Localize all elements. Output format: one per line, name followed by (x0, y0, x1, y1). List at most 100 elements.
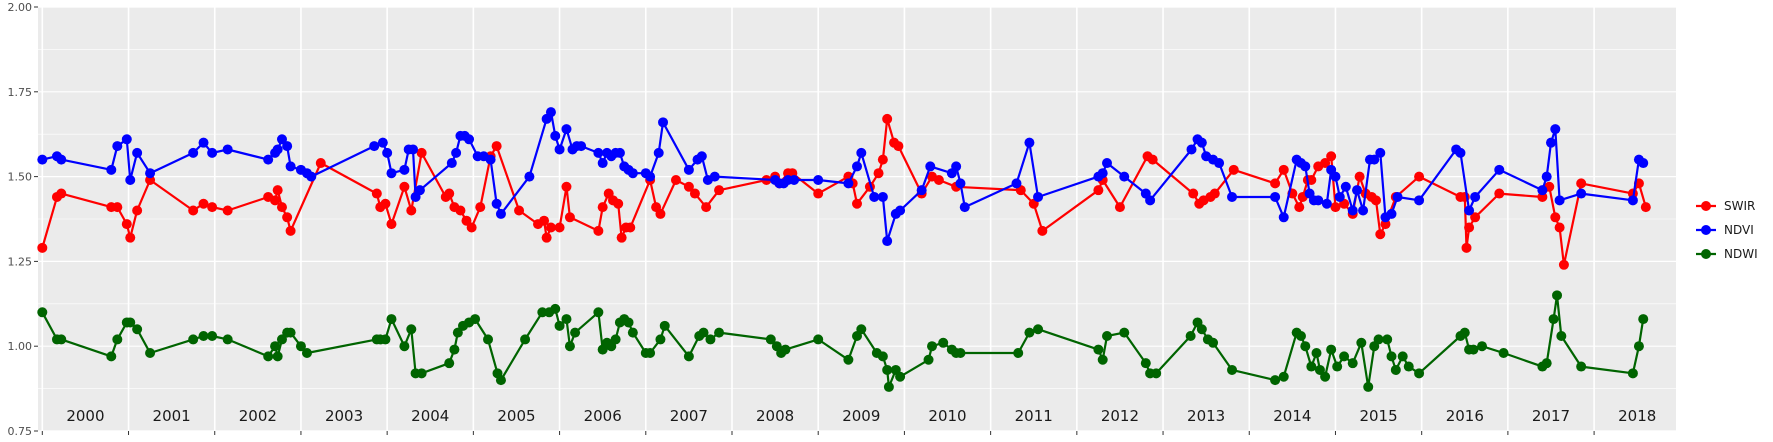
data-point (1468, 344, 1479, 355)
data-point (132, 205, 143, 216)
data-point (541, 232, 552, 243)
data-point (670, 174, 681, 185)
data-point (37, 242, 48, 253)
data-point (1455, 147, 1466, 158)
data-point (545, 107, 556, 118)
data-point (813, 334, 824, 345)
data-point (877, 154, 888, 165)
data-point (37, 154, 48, 165)
year-label: 2013 (1187, 407, 1225, 425)
data-point (554, 144, 565, 155)
data-point (645, 171, 656, 182)
data-point (121, 134, 132, 145)
data-point (698, 327, 709, 338)
data-point (475, 202, 486, 213)
data-point (282, 141, 293, 152)
data-point (554, 320, 565, 331)
data-point (593, 307, 604, 318)
data-point (564, 341, 575, 352)
year-label: 2009 (842, 407, 880, 425)
data-point (263, 351, 274, 362)
data-point (658, 117, 669, 128)
data-point (451, 147, 462, 158)
year-label: 2018 (1618, 407, 1656, 425)
data-point (408, 144, 419, 155)
data-point (689, 188, 700, 199)
data-point (1375, 229, 1386, 240)
data-point (1576, 361, 1587, 372)
data-point (955, 347, 966, 358)
data-point (1151, 368, 1162, 379)
data-point (524, 171, 535, 182)
data-point (1633, 341, 1644, 352)
year-label: 2005 (497, 407, 535, 425)
data-point (570, 327, 581, 338)
data-point (270, 195, 281, 206)
data-point (1300, 161, 1311, 172)
data-point (1093, 185, 1104, 196)
data-point (145, 347, 156, 358)
data-point (444, 358, 455, 369)
data-point (1228, 164, 1239, 175)
data-point (714, 327, 725, 338)
data-point (1494, 188, 1505, 199)
data-point (1358, 205, 1369, 216)
data-point (1392, 191, 1403, 202)
data-point (1541, 171, 1552, 182)
legend-key-point (1701, 225, 1711, 235)
data-point (1185, 331, 1196, 342)
data-point (382, 147, 393, 158)
data-point (1464, 222, 1475, 233)
data-point (106, 164, 117, 175)
data-point (1119, 171, 1130, 182)
data-point (399, 164, 410, 175)
data-point (1414, 368, 1425, 379)
data-point (1037, 225, 1048, 236)
data-point (625, 222, 636, 233)
year-label: 2001 (153, 407, 191, 425)
data-point (714, 185, 725, 196)
year-label: 2011 (1015, 407, 1053, 425)
data-point (1208, 337, 1219, 348)
data-point (655, 334, 666, 345)
data-point (1638, 158, 1649, 169)
data-point (272, 144, 283, 155)
year-label: 2015 (1359, 407, 1397, 425)
data-point (188, 147, 199, 158)
data-point (491, 141, 502, 152)
data-point (1227, 364, 1238, 375)
data-point (683, 351, 694, 362)
data-point (1369, 154, 1380, 165)
data-point (112, 202, 123, 213)
legend-item-ndwi: NDWI (1696, 247, 1758, 261)
data-point (1382, 334, 1393, 345)
data-point (125, 174, 136, 185)
data-point (369, 141, 380, 152)
data-point (1340, 181, 1351, 192)
data-point (895, 205, 906, 216)
data-point (491, 198, 502, 209)
data-point (1311, 347, 1322, 358)
data-point (520, 334, 531, 345)
data-point (1024, 327, 1035, 338)
data-point (112, 141, 123, 152)
data-point (1102, 331, 1113, 342)
data-point (483, 334, 494, 345)
data-point (925, 161, 936, 172)
data-point (1011, 178, 1022, 189)
data-point (495, 375, 506, 386)
data-point (593, 147, 604, 158)
data-point (1554, 222, 1565, 233)
data-point (597, 158, 608, 169)
data-point (614, 147, 625, 158)
data-point (1576, 178, 1587, 189)
y-tick-label: 1.75 (8, 86, 33, 99)
data-point (1314, 364, 1325, 375)
data-point (576, 141, 587, 152)
y-tick-label: 1.50 (8, 171, 33, 184)
legend-key-point (1701, 249, 1711, 259)
data-point (272, 351, 283, 362)
data-point (1093, 344, 1104, 355)
data-point (1461, 242, 1472, 253)
